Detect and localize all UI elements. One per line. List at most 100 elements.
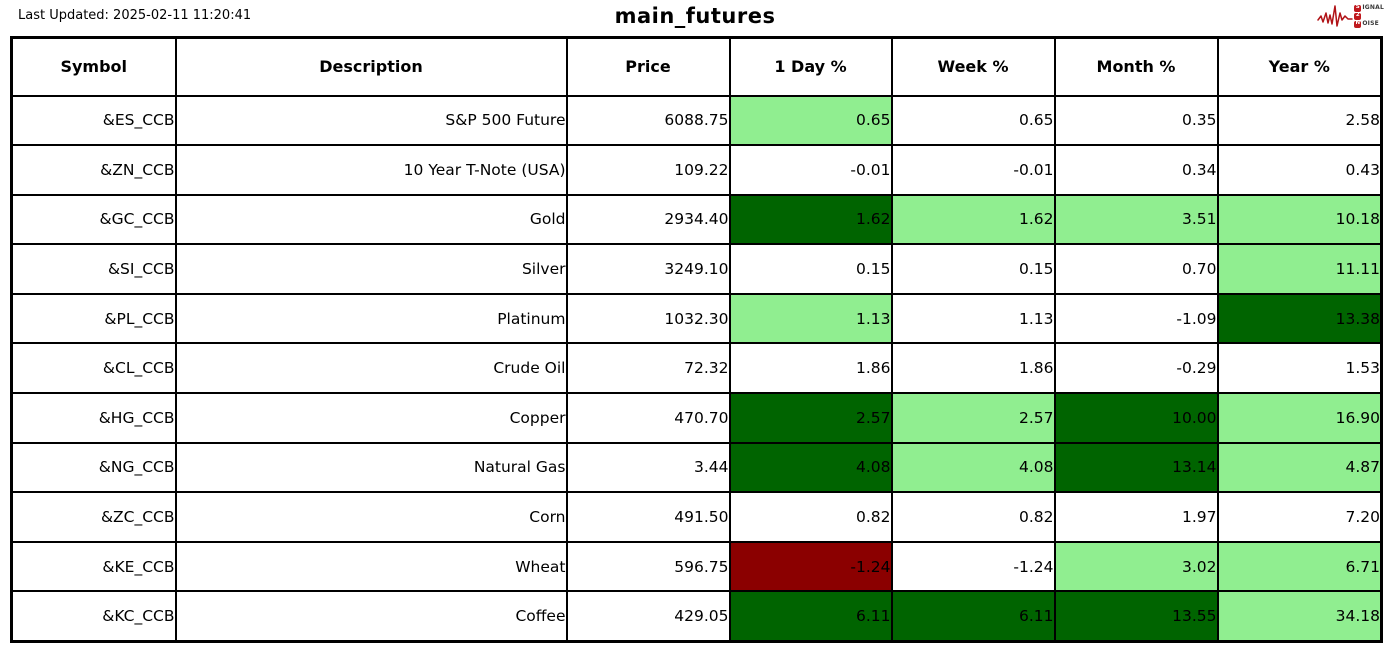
logo-rest-signal: IGNAL	[1362, 4, 1384, 11]
year-pct-cell: 34.18	[1216, 590, 1383, 643]
year-pct-cell: 10.18	[1216, 193, 1383, 246]
year-pct-cell: 13.38	[1216, 292, 1383, 345]
description-cell: Copper	[174, 392, 568, 444]
table-row: &NG_CCB Natural Gas 3.44 4.08 4.08 13.14…	[10, 441, 1383, 494]
description-cell: Natural Gas	[174, 441, 568, 494]
col-header-1day: 1 Day %	[728, 36, 893, 97]
symbol-cell: &KE_CCB	[10, 540, 177, 593]
logo-rest-noise: OISE	[1362, 20, 1379, 27]
month-pct-cell: -0.29	[1053, 342, 1219, 395]
table-row: &GC_CCB Gold 2934.40 1.62 1.62 3.51 10.1…	[10, 193, 1383, 246]
futures-table-header: Symbol Description Price 1 Day % Week % …	[10, 36, 1383, 97]
symbol-cell: &NG_CCB	[10, 441, 177, 494]
description-cell: Platinum	[174, 292, 568, 345]
heartbeat-waveform-icon	[1317, 5, 1354, 27]
futures-table-body: &ES_CCB S&P 500 Future 6088.75 0.65 0.65…	[10, 94, 1383, 643]
last-updated-text: Last Updated: 2025-02-11 11:20:41	[18, 8, 252, 23]
price-cell: 596.75	[565, 540, 731, 593]
symbol-cell: &KC_CCB	[10, 590, 177, 643]
table-row: &PL_CCB Platinum 1032.30 1.13 1.13 -1.09…	[10, 292, 1383, 345]
symbol-cell: &PL_CCB	[10, 292, 177, 345]
week-pct-cell: 0.82	[890, 491, 1056, 543]
table-row: &ZC_CCB Corn 491.50 0.82 0.82 1.97 7.20	[10, 491, 1383, 543]
col-header-year: Year %	[1216, 36, 1383, 97]
description-cell: S&P 500 Future	[174, 94, 568, 147]
col-header-description: Description	[174, 36, 568, 97]
month-pct-cell: 3.51	[1053, 193, 1219, 246]
price-cell: 109.22	[565, 144, 731, 196]
col-header-month: Month %	[1053, 36, 1219, 97]
description-cell: Corn	[174, 491, 568, 543]
week-pct-cell: 2.57	[890, 392, 1056, 444]
description-cell: 10 Year T-Note (USA)	[174, 144, 568, 196]
year-pct-cell: 0.43	[1216, 144, 1383, 196]
price-cell: 6088.75	[565, 94, 731, 147]
month-pct-cell: 10.00	[1053, 392, 1219, 444]
day-pct-cell: 4.08	[728, 441, 893, 494]
signal2noise-logo: S IGNAL 2 N OISE	[1317, 3, 1384, 29]
price-cell: 3249.10	[565, 243, 731, 295]
day-pct-cell: 0.82	[728, 491, 893, 543]
week-pct-cell: 0.15	[890, 243, 1056, 295]
day-pct-cell: 1.86	[728, 342, 893, 395]
table-row: &KE_CCB Wheat 596.75 -1.24 -1.24 3.02 6.…	[10, 540, 1383, 593]
price-cell: 491.50	[565, 491, 731, 543]
month-pct-cell: -1.09	[1053, 292, 1219, 345]
logo-badge-n: N	[1354, 20, 1362, 28]
price-cell: 1032.30	[565, 292, 731, 345]
month-pct-cell: 0.35	[1053, 94, 1219, 147]
year-pct-cell: 6.71	[1216, 540, 1383, 593]
month-pct-cell: 3.02	[1053, 540, 1219, 593]
description-cell: Wheat	[174, 540, 568, 593]
futures-table: Symbol Description Price 1 Day % Week % …	[10, 36, 1383, 643]
year-pct-cell: 2.58	[1216, 94, 1383, 147]
day-pct-cell: 1.13	[728, 292, 893, 345]
header-row: Symbol Description Price 1 Day % Week % …	[10, 36, 1383, 97]
logo-badge-s: S	[1354, 4, 1362, 12]
week-pct-cell: 1.62	[890, 193, 1056, 246]
table-row: &HG_CCB Copper 470.70 2.57 2.57 10.00 16…	[10, 392, 1383, 444]
symbol-cell: &GC_CCB	[10, 193, 177, 246]
day-pct-cell: 0.15	[728, 243, 893, 295]
logo-line-signal: S IGNAL	[1354, 4, 1384, 12]
year-pct-cell: 4.87	[1216, 441, 1383, 494]
table-row: &ZN_CCB 10 Year T-Note (USA) 109.22 -0.0…	[10, 144, 1383, 196]
day-pct-cell: -0.01	[728, 144, 893, 196]
top-bar: Last Updated: 2025-02-11 11:20:41 main_f…	[0, 0, 1390, 36]
year-pct-cell: 11.11	[1216, 243, 1383, 295]
day-pct-cell: 0.65	[728, 94, 893, 147]
week-pct-cell: 0.65	[890, 94, 1056, 147]
page-title: main_futures	[614, 4, 776, 28]
symbol-cell: &ZC_CCB	[10, 491, 177, 543]
price-cell: 470.70	[565, 392, 731, 444]
day-pct-cell: 6.11	[728, 590, 893, 643]
table-row: &CL_CCB Crude Oil 72.32 1.86 1.86 -0.29 …	[10, 342, 1383, 395]
month-pct-cell: 13.55	[1053, 590, 1219, 643]
logo-line-noise: N OISE	[1354, 20, 1384, 28]
symbol-cell: &HG_CCB	[10, 392, 177, 444]
week-pct-cell: 6.11	[890, 590, 1056, 643]
description-cell: Crude Oil	[174, 342, 568, 395]
description-cell: Gold	[174, 193, 568, 246]
symbol-cell: &SI_CCB	[10, 243, 177, 295]
price-cell: 72.32	[565, 342, 731, 395]
month-pct-cell: 0.70	[1053, 243, 1219, 295]
logo-line-2: 2	[1354, 12, 1384, 20]
month-pct-cell: 1.97	[1053, 491, 1219, 543]
col-header-week: Week %	[890, 36, 1056, 97]
week-pct-cell: 4.08	[890, 441, 1056, 494]
logo-badge-2: 2	[1354, 12, 1362, 20]
day-pct-cell: 2.57	[728, 392, 893, 444]
description-cell: Coffee	[174, 590, 568, 643]
price-cell: 429.05	[565, 590, 731, 643]
table-row: &SI_CCB Silver 3249.10 0.15 0.15 0.70 11…	[10, 243, 1383, 295]
week-pct-cell: 1.13	[890, 292, 1056, 345]
table-row: &ES_CCB S&P 500 Future 6088.75 0.65 0.65…	[10, 94, 1383, 147]
year-pct-cell: 16.90	[1216, 392, 1383, 444]
week-pct-cell: -0.01	[890, 144, 1056, 196]
symbol-cell: &CL_CCB	[10, 342, 177, 395]
price-cell: 3.44	[565, 441, 731, 494]
price-cell: 2934.40	[565, 193, 731, 246]
year-pct-cell: 1.53	[1216, 342, 1383, 395]
description-cell: Silver	[174, 243, 568, 295]
